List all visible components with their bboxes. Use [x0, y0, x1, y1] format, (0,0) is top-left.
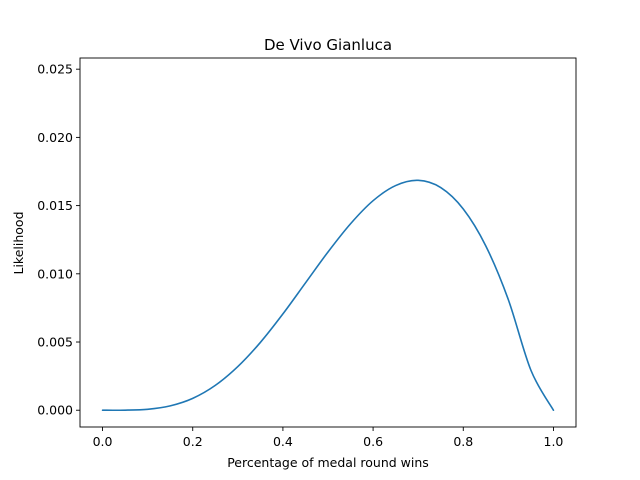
- y-tick-label: 0.000: [37, 403, 73, 418]
- plot-area: 0.0 0.2 0.4 0.6 0.8 1.0 0.000 0.005 0.010 0.015 0.…: [37, 57, 577, 449]
- x-axis-label: Percentage of medal round wins: [227, 455, 429, 470]
- x-tick-label: 0.4: [273, 434, 293, 449]
- y-tick-label: 0.025: [37, 62, 73, 77]
- x-tick-label: 1.0: [544, 434, 564, 449]
- y-tick-label: 0.015: [37, 198, 73, 213]
- x-tick-label: 0.6: [363, 434, 383, 449]
- axes-frame: [79, 57, 577, 428]
- y-tick-label: 0.020: [37, 130, 73, 145]
- y-tick-label: 0.005: [37, 335, 73, 350]
- x-tick-label: 0.0: [93, 434, 113, 449]
- series-line-0: [101, 179, 555, 412]
- x-tick-label: 0.2: [183, 434, 203, 449]
- x-tick-label: 0.8: [453, 434, 473, 449]
- chart-title: De Vivo Gianluca: [264, 36, 392, 54]
- y-tick-label: 0.010: [37, 266, 73, 281]
- y-axis-label: Likelihood: [11, 211, 26, 274]
